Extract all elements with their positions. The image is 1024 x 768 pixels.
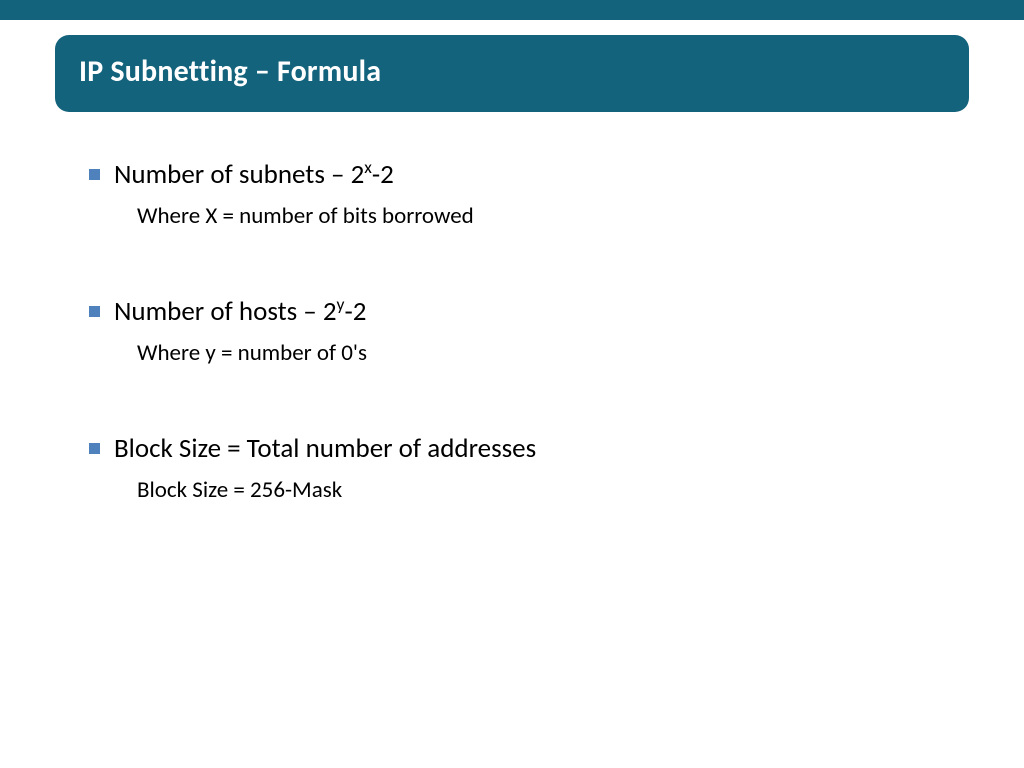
formula-prefix: Number of subnets – 2 bbox=[114, 158, 364, 191]
bullet-subtext: Where y = number of 0's bbox=[137, 339, 969, 369]
slide-title: IP Subnetting – Formula bbox=[79, 53, 945, 90]
formula-superscript: x bbox=[364, 156, 372, 178]
content-area: Number of subnets – 2x-2 Where X = numbe… bbox=[55, 157, 969, 506]
formula-suffix: -2 bbox=[344, 295, 366, 328]
formula-suffix: -2 bbox=[372, 158, 394, 191]
bullet-marker-icon bbox=[89, 443, 100, 454]
formula-prefix: Number of hosts – 2 bbox=[114, 295, 337, 328]
bullet-text: Number of subnets – 2x-2 bbox=[114, 157, 394, 192]
bullet-item: Number of subnets – 2x-2 Where X = numbe… bbox=[55, 157, 969, 232]
top-accent-bar bbox=[0, 0, 1024, 20]
bullet-line: Number of subnets – 2x-2 bbox=[89, 157, 969, 192]
bullet-subtext: Block Size = 256-Mask bbox=[137, 476, 969, 506]
bullet-line: Block Size = Total number of addresses bbox=[89, 431, 969, 466]
bullet-marker-icon bbox=[89, 169, 100, 180]
bullet-text: Number of hosts – 2y-2 bbox=[114, 294, 366, 329]
title-container: IP Subnetting – Formula bbox=[55, 35, 969, 112]
bullet-marker-icon bbox=[89, 306, 100, 317]
bullet-subtext: Where X = number of bits borrowed bbox=[137, 202, 969, 232]
bullet-line: Number of hosts – 2y-2 bbox=[89, 294, 969, 329]
bullet-item: Block Size = Total number of addresses B… bbox=[55, 431, 969, 506]
bullet-item: Number of hosts – 2y-2 Where y = number … bbox=[55, 294, 969, 369]
formula-prefix: Block Size = Total number of addresses bbox=[114, 432, 536, 465]
bullet-text: Block Size = Total number of addresses bbox=[114, 431, 536, 466]
